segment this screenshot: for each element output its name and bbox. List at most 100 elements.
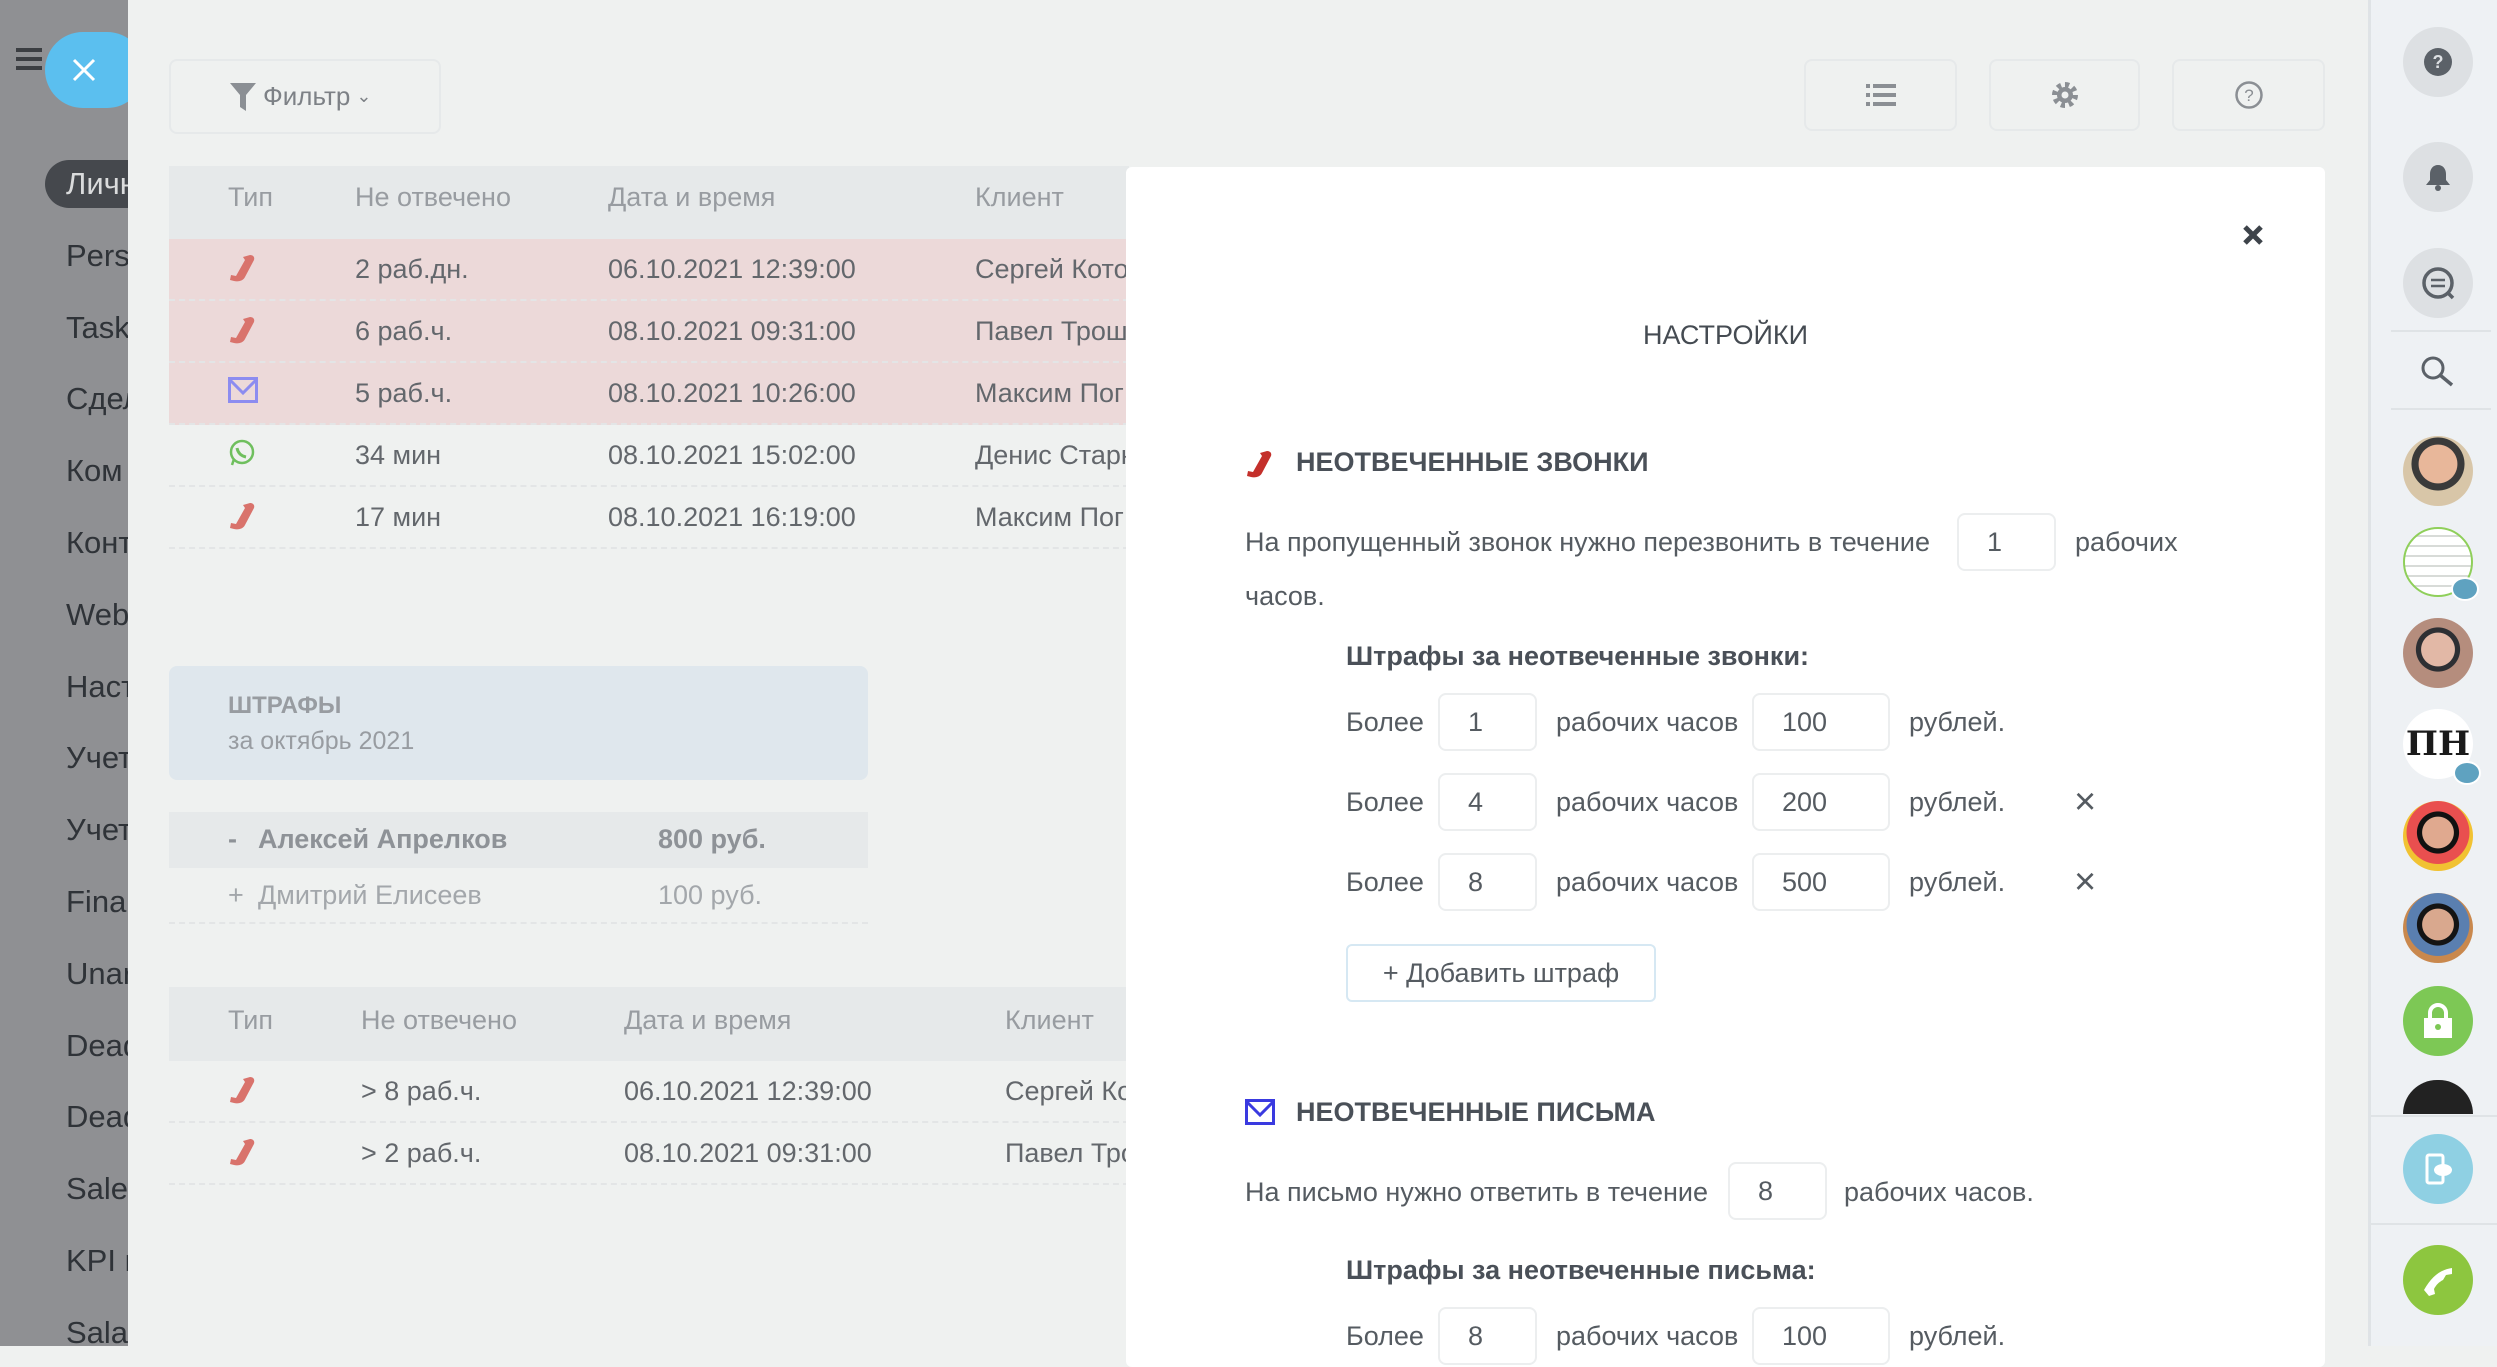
lock-icon — [2424, 1003, 2452, 1038]
table-row[interactable] — [169, 1123, 1129, 1185]
row-client[interactable]: Павел Тро — [1005, 1138, 1136, 1168]
nav-item[interactable]: Учет — [66, 812, 128, 848]
table-row[interactable] — [169, 301, 1129, 363]
nav-item[interactable]: Ком — [66, 453, 123, 489]
table-row[interactable] — [169, 1061, 1129, 1123]
table-row[interactable] — [169, 363, 1129, 425]
penalties-title: ШТРАФЫ — [228, 692, 342, 719]
phone-icon — [1247, 451, 1272, 478]
penalty-row[interactable] — [169, 868, 868, 924]
row-client[interactable]: Сергей Котов — [975, 254, 1143, 284]
calls-text-after: рабочих — [2075, 527, 2178, 557]
expand-toggle[interactable]: + — [228, 880, 244, 910]
nav-item[interactable]: Sales — [66, 1171, 128, 1207]
rule-amount-input[interactable]: 500 — [1752, 853, 1890, 911]
col-type: Тип — [228, 1005, 274, 1035]
avatar[interactable] — [2403, 436, 2473, 506]
table-row[interactable] — [169, 425, 1129, 487]
table-row[interactable] — [169, 239, 1129, 301]
filter-icon — [230, 82, 256, 111]
collapse-toggle[interactable]: - — [228, 824, 237, 854]
row-type — [228, 1075, 258, 1110]
table-row[interactable] — [169, 487, 1129, 549]
row-client[interactable]: Сергей Ко — [1005, 1076, 1133, 1106]
email-rule-amount-input[interactable]: 100 — [1752, 1307, 1890, 1365]
question-icon: ? — [2424, 48, 2452, 76]
penalty-row[interactable] — [169, 812, 868, 868]
avatar[interactable] — [2403, 801, 2473, 871]
remove-rule-button[interactable]: × — [2074, 861, 2097, 903]
avatar[interactable] — [2403, 527, 2479, 601]
table2-header — [169, 987, 1129, 1061]
row-client[interactable]: Максим Пог — [975, 502, 1124, 532]
lock-badge-icon — [2451, 577, 2479, 601]
nav-item[interactable]: Task — [66, 309, 128, 345]
nav-item[interactable]: Fina — [66, 884, 127, 919]
nav-item[interactable]: Dead — [66, 1099, 128, 1135]
filter-button[interactable]: Фильтр ⌄ — [169, 59, 441, 134]
phone-icon — [230, 255, 255, 282]
add-penalty-button[interactable]: + Добавить штраф — [1346, 944, 1656, 1002]
nav-item[interactable]: Pers — [66, 237, 128, 273]
nav-item[interactable]: Учет — [66, 740, 128, 776]
row-unanswered: 17 мин — [355, 502, 442, 532]
nav-item[interactable]: Личн — [66, 166, 128, 201]
nav-item[interactable]: Web — [66, 596, 128, 632]
nav-item[interactable]: KPI и — [66, 1243, 128, 1278]
lock-button[interactable] — [2403, 986, 2473, 1056]
avatar[interactable] — [2403, 1080, 2473, 1114]
row-client[interactable]: Денис Старк — [975, 440, 1133, 470]
add-penalty-label: + Добавить штраф — [1382, 957, 1620, 988]
mobile-cloud-button[interactable] — [2403, 1134, 2473, 1204]
bell-icon — [2426, 165, 2450, 191]
lock-badge-icon — [2453, 761, 2481, 785]
svg-text:?: ? — [2433, 52, 2444, 72]
row-unanswered: 2 раб.дн. — [355, 254, 469, 284]
svg-text:?: ? — [2244, 86, 2253, 105]
remove-rule-button[interactable]: × — [2074, 781, 2097, 823]
search-icon[interactable] — [2419, 354, 2455, 390]
nav-item[interactable]: Наст — [66, 668, 128, 704]
notifications-button[interactable] — [2403, 142, 2473, 212]
emails-hours-input[interactable]: 8 — [1728, 1162, 1827, 1220]
avatar[interactable] — [2403, 893, 2473, 963]
chat-button[interactable] — [2403, 248, 2473, 318]
list-view-button[interactable] — [1804, 59, 1957, 131]
close-icon[interactable] — [2242, 224, 2264, 246]
nav-item[interactable]: Конт — [66, 525, 128, 560]
help-button[interactable]: ? — [2403, 27, 2473, 97]
row-unanswered: > 8 раб.ч. — [361, 1076, 482, 1106]
row-client[interactable]: Максим Пог — [975, 378, 1124, 408]
nav-item-active[interactable] — [45, 160, 128, 208]
row-type — [228, 315, 258, 350]
help-button[interactable]: ? — [2172, 59, 2325, 131]
rule-amount-input[interactable]: 100 — [1752, 693, 1890, 751]
avatar[interactable]: ПН — [2403, 709, 2481, 785]
settings-modal: НАСТРОЙКИ НЕОТВЕЧЕННЫЕ ЗВОНКИ На пропуще… — [1126, 167, 2325, 1367]
call-button[interactable] — [2403, 1245, 2473, 1315]
rule-hours-input[interactable]: 1 — [1438, 693, 1537, 751]
help-icon: ? — [2234, 81, 2263, 109]
email-rule-hours-label: рабочих часов — [1556, 1321, 1739, 1351]
nav-item[interactable]: Unar — [66, 955, 128, 991]
nav-item[interactable]: Dead — [66, 1027, 128, 1063]
emails-penalties-heading: Штрафы за неотвеченные письма: — [1346, 1255, 1816, 1285]
hamburger-icon[interactable] — [16, 48, 42, 70]
row-datetime: 08.10.2021 15:02:00 — [608, 440, 856, 470]
nav-item[interactable]: Сдел — [66, 381, 128, 417]
rule-hours-label: рабочих часов — [1556, 787, 1739, 817]
avatar[interactable] — [2403, 618, 2473, 688]
phone-icon — [230, 503, 255, 530]
rule-amount-input[interactable]: 200 — [1752, 773, 1890, 831]
settings-button[interactable] — [1989, 59, 2140, 131]
divider — [2391, 330, 2491, 332]
calls-text-after-2: часов. — [1245, 581, 1325, 611]
email-rule-hours-input[interactable]: 8 — [1438, 1307, 1537, 1365]
rule-hours-input[interactable]: 4 — [1438, 773, 1537, 831]
nav-item[interactable]: Salar — [66, 1314, 128, 1346]
whatsapp-icon — [229, 439, 255, 466]
emails-text: На письмо нужно ответить в течение — [1245, 1177, 1709, 1207]
calls-hours-input[interactable]: 1 — [1957, 513, 2056, 571]
rule-hours-input[interactable]: 8 — [1438, 853, 1537, 911]
row-datetime: 08.10.2021 10:26:00 — [608, 378, 856, 408]
